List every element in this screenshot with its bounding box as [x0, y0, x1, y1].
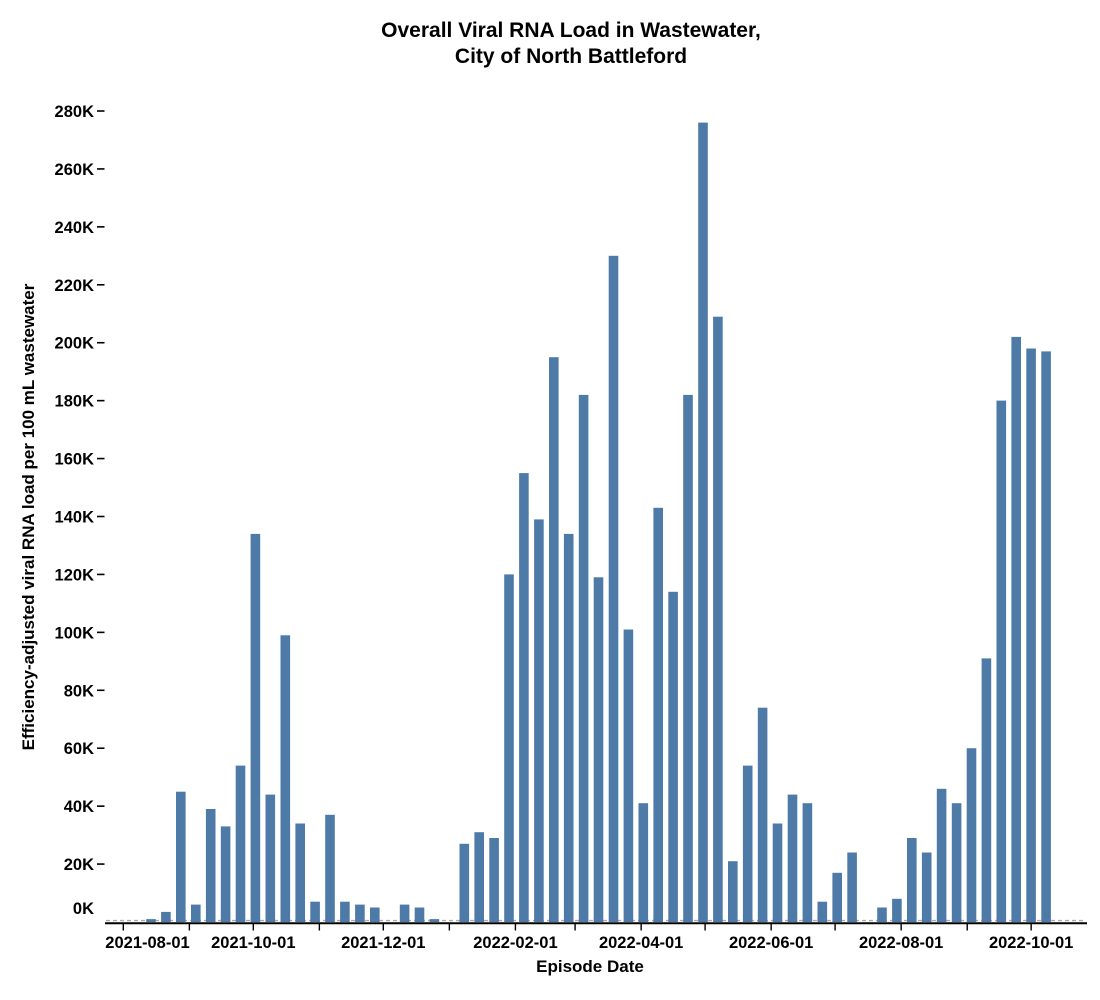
- bar: [936, 788, 947, 922]
- bar: [892, 898, 902, 922]
- y-tick-label: 60K: [64, 740, 94, 758]
- bar: [220, 826, 231, 922]
- bar: [534, 519, 544, 922]
- y-tick-label: 220K: [55, 277, 95, 295]
- bar: [921, 852, 932, 922]
- chart-title-line-2: City of North Battleford: [454, 45, 688, 68]
- bar: [728, 861, 738, 922]
- bar: [235, 765, 246, 922]
- bar: [787, 794, 798, 922]
- bar: [907, 838, 917, 922]
- y-tick-label: 280K: [55, 103, 95, 121]
- y-tick-label: 40K: [64, 798, 94, 816]
- bar: [772, 823, 783, 922]
- bar: [817, 901, 828, 922]
- y-tick-label: 180K: [55, 393, 95, 411]
- bar: [757, 707, 768, 922]
- x-tick-label: 2021-10-01: [211, 934, 295, 952]
- bar: [549, 357, 559, 922]
- bar: [459, 843, 470, 922]
- x-tick-label: 2022-06-01: [729, 934, 813, 952]
- x-tick-label: 2022-04-01: [599, 934, 683, 952]
- y-tick-label: 0K: [73, 900, 94, 918]
- bar: [593, 577, 604, 922]
- bar: [325, 814, 335, 922]
- chart-title-line-1: Overall Viral RNA Load in Wastewater,: [381, 19, 761, 42]
- bar: [832, 872, 842, 922]
- bar: [608, 255, 619, 923]
- y-tick-label: 20K: [64, 856, 94, 874]
- bar: [474, 832, 484, 922]
- bar: [742, 765, 753, 922]
- bar: [295, 823, 305, 922]
- bar: [668, 591, 678, 922]
- bar: [653, 507, 663, 922]
- bar: [996, 400, 1007, 923]
- bar: [519, 473, 529, 922]
- bar: [951, 803, 962, 922]
- bar: [1041, 351, 1051, 922]
- bar: [623, 629, 634, 922]
- bar: [161, 911, 171, 922]
- bar: [981, 658, 992, 922]
- bar: [370, 907, 380, 922]
- bar: [563, 533, 574, 922]
- bar: [355, 904, 365, 922]
- bar: [1011, 336, 1021, 922]
- y-tick-label: 140K: [55, 509, 95, 527]
- x-tick-label: 2021-12-01: [341, 934, 425, 952]
- bar: [683, 394, 693, 922]
- x-tick-label: 2022-08-01: [859, 934, 943, 952]
- bar: [966, 748, 977, 922]
- bar: [250, 533, 261, 922]
- y-tick-label: 240K: [55, 219, 95, 237]
- bar: [280, 635, 291, 922]
- bar: [340, 901, 350, 922]
- bar: [205, 809, 216, 922]
- bar: [638, 803, 649, 922]
- bar: [146, 919, 156, 922]
- bar: [504, 574, 514, 922]
- y-tick-label: 80K: [64, 682, 94, 700]
- bar: [414, 907, 425, 922]
- bar: [877, 907, 887, 922]
- y-tick-label: 120K: [55, 566, 95, 584]
- bar: [191, 904, 201, 922]
- x-tick-label: 2022-02-01: [473, 934, 557, 952]
- bar: [489, 838, 499, 922]
- bar: [399, 904, 410, 922]
- bar: [698, 122, 708, 923]
- x-axis-title: Episode Date: [536, 957, 644, 976]
- bar: [310, 901, 320, 922]
- y-tick-label: 260K: [55, 161, 95, 179]
- bar: [847, 852, 857, 922]
- bar: [802, 803, 813, 922]
- bar: [578, 394, 589, 922]
- bar: [1026, 348, 1036, 922]
- y-tick-label: 100K: [55, 624, 95, 642]
- y-tick-label: 160K: [55, 451, 95, 469]
- bar: [429, 919, 440, 922]
- bar: [176, 791, 186, 922]
- bar: [713, 316, 723, 922]
- bar: [265, 794, 276, 922]
- y-tick-label: 200K: [55, 335, 95, 353]
- chart-title: Overall Viral RNA Load in Wastewater, Ci…: [21, 18, 1100, 70]
- x-tick-label: 2022-10-01: [989, 934, 1073, 952]
- x-tick-label: 2021-08-01: [105, 934, 189, 952]
